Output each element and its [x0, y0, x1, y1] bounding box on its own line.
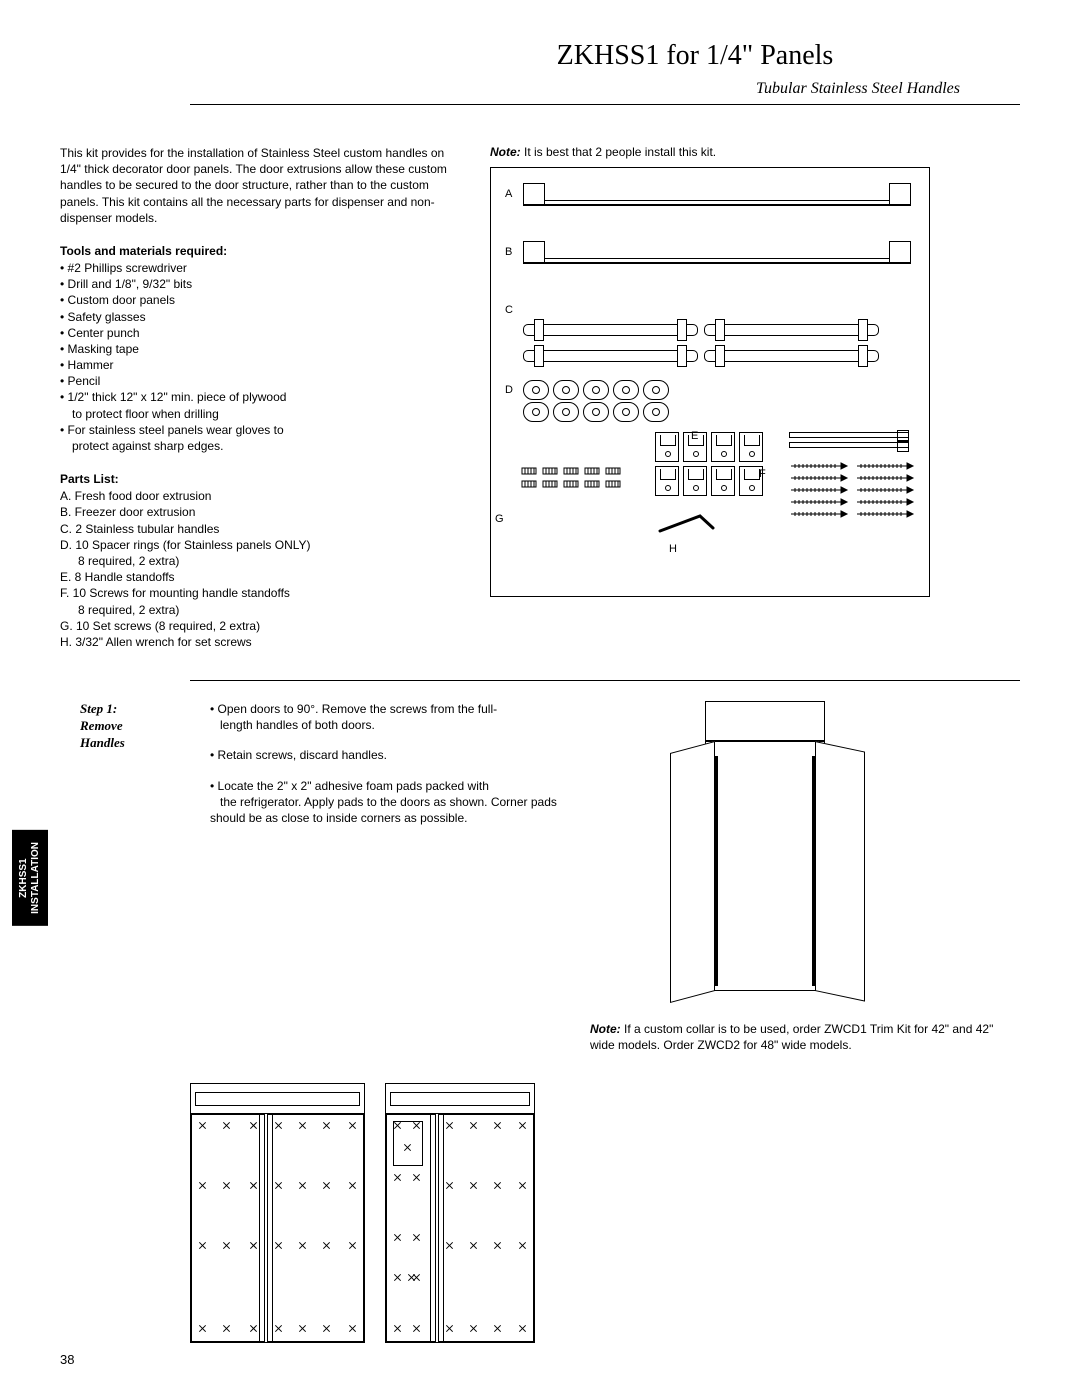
tool-item: For stainless steel panels wear gloves t… — [60, 422, 460, 454]
ring-icon — [553, 402, 579, 422]
column-right: Note: It is best that 2 people install t… — [490, 145, 1020, 650]
pad-placement-diagrams — [190, 1083, 1020, 1343]
instruction-item: Locate the 2" x 2" adhesive foam pads pa… — [210, 778, 570, 827]
handle-icon — [704, 324, 879, 336]
tool-item: Safety glasses — [60, 309, 460, 325]
instruction-item: Open doors to 90°. Remove the screws fro… — [210, 701, 570, 733]
handles-c: C — [505, 298, 915, 362]
label-h: H — [669, 543, 677, 555]
part-item: A. Fresh food door extrusion — [60, 488, 460, 504]
section-intro-parts: This kit provides for the installation o… — [60, 145, 1020, 650]
step-label: Step 1: Remove Handles — [80, 701, 190, 1053]
tool-item: 1/2" thick 12" x 12" min. piece of plywo… — [60, 389, 460, 421]
parts-diagram: A B C D — [490, 167, 930, 597]
part-item: C. 2 Stainless tubular handles — [60, 521, 460, 537]
ring-icon — [553, 380, 579, 400]
page-subtitle: Tubular Stainless Steel Handles — [370, 80, 1020, 98]
tool-item: Drill and 1/8", 9/32" bits — [60, 276, 460, 292]
parts-list: A. Fresh food door extrusion B. Freezer … — [60, 488, 460, 650]
tool-item: Pencil — [60, 373, 460, 389]
part-item: B. Freezer door extrusion — [60, 504, 460, 520]
note-top: Note: It is best that 2 people install t… — [490, 145, 1020, 159]
extrusion-a: A — [505, 182, 915, 228]
ring-icon — [643, 380, 669, 400]
intro-paragraph: This kit provides for the installation o… — [60, 145, 460, 226]
part-item: E. 8 Handle standoffs — [60, 569, 460, 585]
standoffs-and-allen — [655, 432, 775, 539]
handle-icon — [704, 350, 879, 362]
side-tab: ZKHSS1INSTALLATION — [12, 830, 48, 926]
instruction-item: Retain screws, discard handles. — [210, 747, 570, 763]
handle-icon — [523, 350, 698, 362]
ring-icon — [613, 402, 639, 422]
ring-icon — [643, 402, 669, 422]
part-item: G. 10 Set screws (8 required, 2 extra) — [60, 618, 460, 634]
tool-item: Center punch — [60, 325, 460, 341]
part-item: F. 10 Screws for mounting handle standof… — [60, 585, 460, 617]
tool-item: Masking tape — [60, 341, 460, 357]
handle-icon — [523, 324, 698, 336]
page-number: 38 — [60, 1352, 74, 1367]
note-bottom: Note: If a custom collar is to be used, … — [590, 1021, 1020, 1053]
page-title: ZKHSS1 for 1/4" Panels — [370, 40, 1020, 72]
ring-icon — [523, 402, 549, 422]
tools-list: #2 Phillips screwdriver Drill and 1/8", … — [60, 260, 460, 454]
allen-wrench-icon — [655, 506, 775, 539]
fridge-open-diagram — [655, 701, 955, 1001]
setscrew-icon — [521, 466, 539, 476]
rule-top — [190, 104, 1020, 105]
spacer-rings-row: D — [505, 380, 915, 400]
set-screws — [521, 462, 641, 539]
parts-list-heading: Parts List: — [60, 472, 460, 486]
tool-item: Hammer — [60, 357, 460, 373]
ring-icon — [613, 380, 639, 400]
figure-column: Note: If a custom collar is to be used, … — [590, 701, 1020, 1053]
cabinet-42-diagram — [190, 1083, 365, 1343]
tool-item: Custom door panels — [60, 292, 460, 308]
standoff-icon — [655, 432, 679, 462]
column-left: This kit provides for the installation o… — [60, 145, 460, 650]
ebar-icon — [789, 432, 909, 438]
extrusion-b: B — [505, 240, 915, 286]
section-step1: Step 1: Remove Handles Open doors to 90°… — [60, 701, 1020, 1053]
ring-icon — [583, 380, 609, 400]
spacer-rings-row2 — [505, 402, 915, 422]
ring-icon — [583, 402, 609, 422]
ring-icon — [523, 380, 549, 400]
tool-item: #2 Phillips screwdriver — [60, 260, 460, 276]
cabinet-48-diagram — [385, 1083, 535, 1343]
tools-heading: Tools and materials required: — [60, 244, 460, 258]
instructions-column: Open doors to 90°. Remove the screws fro… — [210, 701, 570, 1053]
part-item: H. 3/32" Allen wrench for set screws — [60, 634, 460, 650]
part-item: D. 10 Spacer rings (for Stainless panels… — [60, 537, 460, 569]
label-g: G — [495, 513, 504, 525]
e-f-parts — [789, 432, 915, 539]
rule-mid — [190, 680, 1020, 681]
